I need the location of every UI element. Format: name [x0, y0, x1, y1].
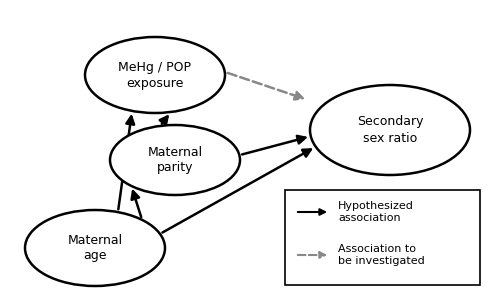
Ellipse shape: [85, 37, 225, 113]
Text: Secondary
sex ratio: Secondary sex ratio: [357, 115, 423, 144]
Text: Association to
be investigated: Association to be investigated: [338, 244, 425, 266]
Text: Maternal
parity: Maternal parity: [148, 146, 203, 175]
Ellipse shape: [310, 85, 470, 175]
Ellipse shape: [25, 210, 165, 286]
Ellipse shape: [110, 125, 240, 195]
Text: Maternal
age: Maternal age: [68, 234, 122, 263]
FancyBboxPatch shape: [285, 190, 480, 285]
Text: MeHg / POP
exposure: MeHg / POP exposure: [118, 60, 192, 89]
Text: Hypothesized
association: Hypothesized association: [338, 201, 414, 223]
